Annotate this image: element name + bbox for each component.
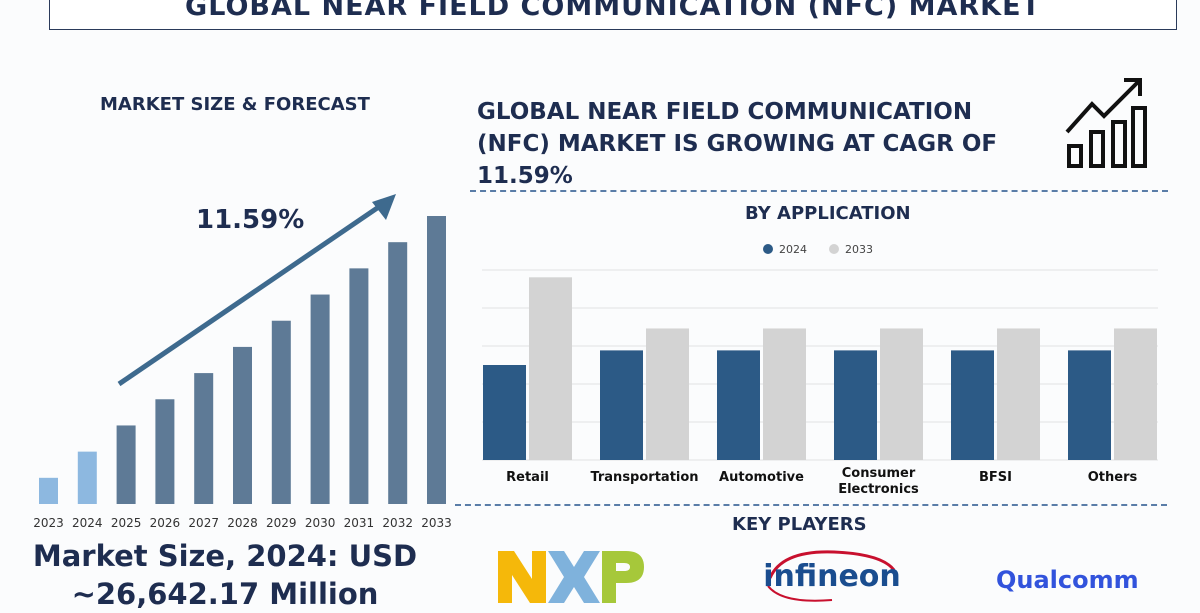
trend-arrow bbox=[117, 199, 388, 387]
app-bar-transportation-2024 bbox=[600, 350, 643, 460]
forecast-bar-2023 bbox=[39, 477, 58, 504]
divider-top bbox=[470, 190, 1168, 192]
market-size-heading: MARKET SIZE & FORECAST bbox=[100, 94, 370, 115]
forecast-bar-2028 bbox=[233, 346, 252, 504]
forecast-tick-2023: 2023 bbox=[33, 516, 64, 530]
app-tick-label: Automotive bbox=[719, 470, 804, 485]
app-bar-retail-2024 bbox=[483, 365, 526, 460]
infineon-wordmark: infineon bbox=[763, 559, 901, 594]
app-bar-automotive-2024 bbox=[717, 350, 760, 460]
market-size-line2: ~26,642.17 Million bbox=[71, 577, 379, 611]
forecast-tick-2030: 2030 bbox=[305, 516, 336, 530]
divider-bottom bbox=[455, 504, 1167, 506]
forecast-tick-2027: 2027 bbox=[188, 516, 219, 530]
forecast-tick-2024: 2024 bbox=[72, 516, 103, 530]
forecast-tick-2025: 2025 bbox=[111, 516, 142, 530]
forecast-bar-2033 bbox=[427, 216, 446, 504]
app-tick-label: Retail bbox=[506, 470, 549, 485]
nxp-logo bbox=[498, 551, 644, 603]
legend-marker-2024 bbox=[763, 244, 773, 254]
app-tick-label: Transportation bbox=[590, 470, 698, 485]
forecast-tick-2031: 2031 bbox=[344, 516, 375, 530]
app-bar-retail-2033 bbox=[529, 277, 572, 460]
forecast-bar-2026 bbox=[155, 399, 175, 504]
application-bar-chart: 2024 2033 Retail Transportation Automotive Co… bbox=[482, 243, 1158, 497]
growth-statement: GLOBAL NEAR FIELD COMMUNICATION (NFC) MA… bbox=[477, 99, 998, 189]
forecast-bar-2027 bbox=[194, 373, 214, 504]
forecast-bar-2031 bbox=[349, 268, 369, 504]
application-chart-title: BY APPLICATION bbox=[745, 203, 911, 224]
legend-label-2024: 2024 bbox=[779, 243, 807, 256]
app-bar-transportation-2033 bbox=[646, 328, 689, 460]
app-bar-others-2033 bbox=[1114, 328, 1157, 460]
forecast-tick-2033: 2033 bbox=[421, 516, 452, 530]
title-banner: GLOBAL NEAR FIELD COMMUNICATION (NFC) MA… bbox=[49, 0, 1177, 30]
forecast-bar-2032 bbox=[388, 242, 408, 504]
forecast-bar-chart: 2023 2024 2025 2026 2027 2028 2029 2030 2031 2032… bbox=[33, 194, 452, 530]
trend-arrow-head bbox=[372, 194, 396, 220]
app-bar-bfsi-2033 bbox=[997, 328, 1040, 460]
app-bar-automotive-2033 bbox=[763, 328, 806, 460]
app-bar-consumer-electronics-2033 bbox=[880, 328, 923, 460]
forecast-bar-2030 bbox=[310, 294, 330, 504]
forecast-bar-2024 bbox=[77, 451, 97, 504]
forecast-tick-2029: 2029 bbox=[266, 516, 297, 530]
forecast-bar-2025 bbox=[116, 425, 136, 504]
app-bar-bfsi-2024 bbox=[951, 350, 994, 460]
qualcomm-logo: Qualcomm bbox=[996, 566, 1139, 594]
app-tick-label: Others bbox=[1088, 470, 1138, 485]
app-tick-label: Electronics bbox=[838, 482, 919, 497]
infineon-logo: infineon bbox=[763, 550, 901, 602]
app-bar-consumer-electronics-2024 bbox=[834, 350, 877, 460]
market-size-value: Market Size, 2024: USD ~26,642.17 Millio… bbox=[10, 537, 440, 613]
cagr-annotation: 11.59% bbox=[196, 205, 304, 235]
app-tick-label: BFSI bbox=[979, 470, 1012, 485]
key-players-heading: KEY PLAYERS bbox=[732, 514, 867, 535]
bar-chart-growth-arrow-icon bbox=[1065, 78, 1147, 168]
forecast-tick-2032: 2032 bbox=[382, 516, 413, 530]
app-bar-others-2024 bbox=[1068, 350, 1111, 460]
page-title: GLOBAL NEAR FIELD COMMUNICATION (NFC) MA… bbox=[185, 0, 1041, 22]
app-tick-label: Consumer bbox=[842, 466, 916, 481]
legend-marker-2033 bbox=[829, 244, 839, 254]
market-size-line1: Market Size, 2024: USD bbox=[32, 539, 418, 573]
legend-label-2033: 2033 bbox=[845, 243, 873, 256]
forecast-bar-2029 bbox=[271, 320, 291, 504]
forecast-tick-2026: 2026 bbox=[150, 516, 181, 530]
forecast-tick-2028: 2028 bbox=[227, 516, 258, 530]
